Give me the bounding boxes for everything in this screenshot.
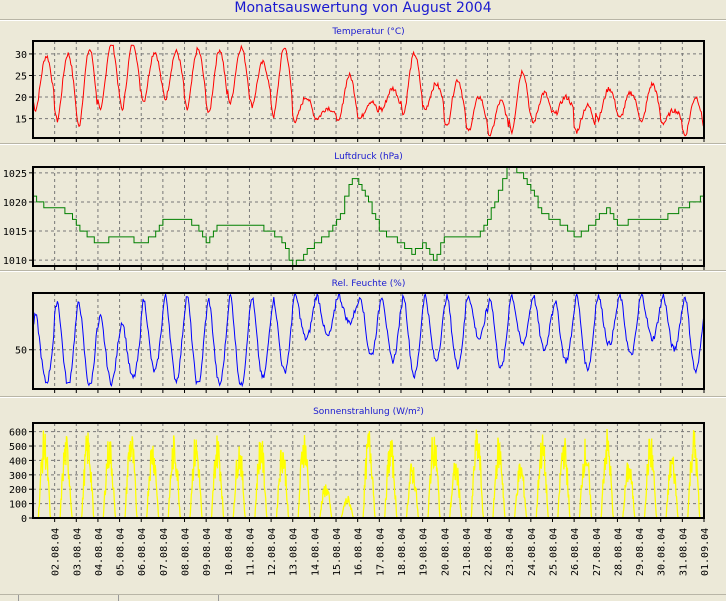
x-tick-label: 17.08.04 <box>375 528 386 576</box>
x-tick-label: 11.08.04 <box>245 528 256 576</box>
x-tick-label: 13.08.04 <box>289 528 300 576</box>
x-tick-label: 01.09.04 <box>700 528 711 576</box>
plot-frame <box>32 292 705 390</box>
y-tick-label: 100 <box>9 500 27 511</box>
x-tick-label: 05.08.04 <box>116 528 127 576</box>
y-tick-label: 50 <box>15 346 27 357</box>
divider <box>0 143 726 145</box>
x-tick-label: 30.08.04 <box>657 528 668 576</box>
x-tick-label: 28.08.04 <box>613 528 624 576</box>
x-tick-label: 19.08.04 <box>419 528 430 576</box>
y-tick-label: 300 <box>9 471 27 482</box>
y-tick-label: 600 <box>9 428 27 439</box>
x-tick-label: 25.08.04 <box>548 528 559 576</box>
x-tick-label: 27.08.04 <box>592 528 603 576</box>
x-tick-label: 10.08.04 <box>224 528 235 576</box>
x-tick-label: 20.08.04 <box>440 528 451 576</box>
y-tick-label: 200 <box>9 485 27 496</box>
divider <box>0 396 726 398</box>
humidity-series-line <box>32 292 705 388</box>
panel-title: Luftdruck (hPa) <box>334 152 403 162</box>
x-tick-label: 15.08.04 <box>332 528 343 576</box>
x-tick-label: 04.08.04 <box>94 528 105 576</box>
y-tick-label: 0 <box>21 514 27 525</box>
plot-frame <box>32 166 705 267</box>
x-tick-label: 03.08.04 <box>72 528 83 576</box>
y-tick-label: 1010 <box>3 256 27 267</box>
y-tick-label: 25 <box>15 71 27 82</box>
x-tick-label: 09.08.04 <box>202 528 213 576</box>
x-tick-label: 29.08.04 <box>635 528 646 576</box>
x-tick-label: 24.08.04 <box>527 528 538 576</box>
divider <box>0 19 726 21</box>
y-tick-label: 20 <box>15 93 27 104</box>
radiation-series-line <box>33 428 704 519</box>
panel-title: Sonnenstrahlung (W/m²) <box>313 407 424 417</box>
pressure-series-line <box>33 166 704 267</box>
y-tick-label: 400 <box>9 456 27 467</box>
x-tick-label: 12.08.04 <box>267 528 278 576</box>
plot-frame <box>32 422 705 519</box>
panel-title: Rel. Feuchte (%) <box>332 279 406 289</box>
y-tick-label: 500 <box>9 442 27 453</box>
y-tick-label: 15 <box>15 115 27 126</box>
status-bar <box>0 594 726 601</box>
x-tick-label: 21.08.04 <box>462 528 473 576</box>
y-tick-label: 1015 <box>3 227 27 238</box>
x-tick-label: 14.08.04 <box>310 528 321 576</box>
x-tick-label: 02.08.04 <box>51 528 62 576</box>
y-tick-label: 1020 <box>3 198 27 209</box>
x-tick-label: 06.08.04 <box>137 528 148 576</box>
x-tick-label: 08.08.04 <box>181 528 192 576</box>
panel-title: Temperatur (°C) <box>331 27 404 37</box>
x-tick-label: 26.08.04 <box>570 528 581 576</box>
plot-frame <box>32 40 705 139</box>
y-tick-label: 30 <box>15 50 27 61</box>
divider <box>0 270 726 272</box>
temperature-series-line <box>32 44 705 137</box>
x-tick-label: 23.08.04 <box>505 528 516 576</box>
x-tick-label: 16.08.04 <box>354 528 365 576</box>
y-tick-label: 1025 <box>3 169 27 180</box>
x-tick-label: 22.08.04 <box>484 528 495 576</box>
x-tick-label: 18.08.04 <box>397 528 408 576</box>
x-tick-label: 31.08.04 <box>678 528 689 576</box>
page-title: Monatsauswertung von August 2004 <box>234 0 492 16</box>
x-tick-label: 07.08.04 <box>159 528 170 576</box>
